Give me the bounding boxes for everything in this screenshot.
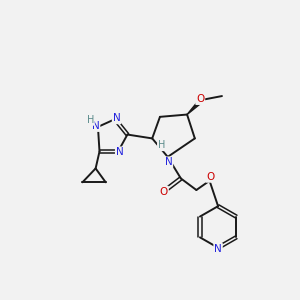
Text: N: N (116, 147, 124, 157)
Text: N: N (214, 244, 222, 254)
Text: O: O (196, 94, 204, 104)
Text: O: O (206, 172, 214, 182)
Text: N: N (92, 121, 100, 131)
Text: N: N (165, 157, 172, 167)
Text: H: H (86, 115, 94, 125)
Polygon shape (187, 98, 203, 115)
Text: O: O (160, 187, 168, 196)
Text: N: N (113, 113, 120, 123)
Text: H: H (158, 140, 165, 150)
